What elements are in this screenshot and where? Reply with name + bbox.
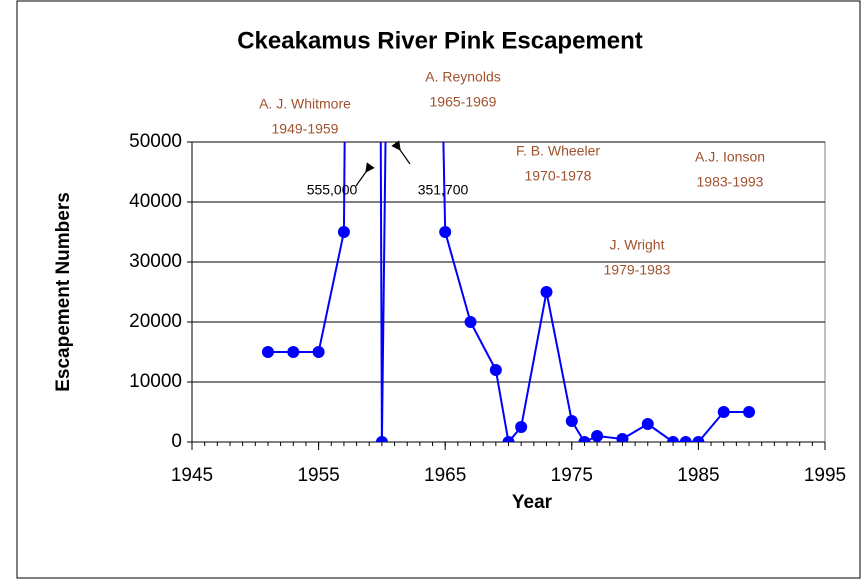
x-tick-label: 1965 <box>424 465 466 486</box>
annotation: 1979-1983 <box>604 262 671 278</box>
data-point <box>489 364 502 376</box>
data-point <box>591 430 604 442</box>
data-point <box>667 436 680 442</box>
arrow <box>355 162 375 187</box>
chart-title: Ckeakamus River Pink Escapement <box>237 27 643 54</box>
data-point <box>502 436 515 442</box>
y-tick-label: 30000 <box>129 251 182 272</box>
data-point <box>717 406 730 418</box>
y-tick-label: 50000 <box>129 131 182 152</box>
data-point <box>616 433 629 442</box>
x-tick-label: 1975 <box>551 465 593 486</box>
x-tick-label: 1955 <box>297 465 339 486</box>
y-axis-label: Escapement Numbers <box>53 192 74 392</box>
annotation: 351,700 <box>418 182 469 198</box>
data-point <box>375 436 388 442</box>
annotation: 1949-1959 <box>272 121 339 137</box>
data-point <box>337 226 350 238</box>
data-point <box>261 346 274 358</box>
annotation: 1983-1993 <box>697 174 764 190</box>
frame <box>16 0 861 579</box>
data-point <box>565 415 578 427</box>
data-point <box>439 226 452 238</box>
x-tick-label: 1995 <box>804 465 846 486</box>
annotation: A. J. Whitmore <box>259 96 351 112</box>
annotation: 555,000 <box>307 182 358 198</box>
y-tick-label: 0 <box>171 431 182 452</box>
data-point <box>287 346 300 358</box>
data-point <box>540 286 553 298</box>
y-tick-label: 20000 <box>129 311 182 332</box>
x-axis-label: Year <box>512 492 553 513</box>
annotation: A. Reynolds <box>425 69 500 85</box>
x-tick-label: 1945 <box>171 465 213 486</box>
data-point <box>692 436 705 442</box>
series-group <box>261 142 756 442</box>
data-point <box>679 436 692 442</box>
annotation: A.J. Ionson <box>695 149 765 165</box>
annotation: 1965-1969 <box>430 94 497 110</box>
y-tick-label: 10000 <box>129 371 182 392</box>
data-point <box>641 418 654 430</box>
data-point <box>312 346 325 358</box>
data-point <box>515 421 528 433</box>
data-point <box>743 406 756 418</box>
x-tick-label: 1985 <box>677 465 719 486</box>
y-tick-label: 40000 <box>129 191 182 212</box>
annotation: 1970-1978 <box>525 168 592 184</box>
arrow <box>391 140 411 165</box>
data-point <box>578 436 591 442</box>
annotation: J. Wright <box>610 237 665 253</box>
annotation: F. B. Wheeler <box>516 143 600 159</box>
data-point <box>464 316 477 328</box>
